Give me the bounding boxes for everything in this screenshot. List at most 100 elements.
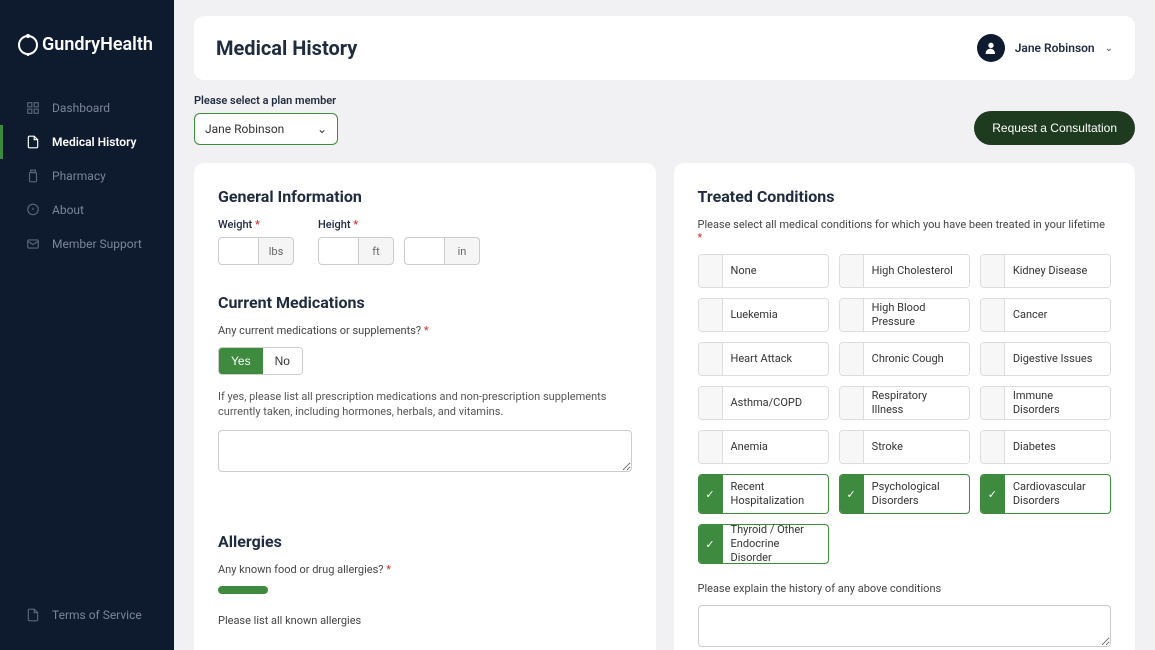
condition-cardiovascular-disorders[interactable]: ✓Cardiovascular Disorders [980, 474, 1111, 514]
right-card: Treated Conditions Please select all med… [674, 163, 1136, 650]
condition-label: Psychological Disorders [864, 480, 969, 509]
weight-group: Weight * lbs [218, 218, 294, 265]
unit-lbs: lbs [258, 237, 294, 265]
main: Medical History Jane Robinson ⌄ Please s… [174, 0, 1155, 650]
height-in-input[interactable] [404, 237, 444, 265]
condition-immune-disorders[interactable]: Immune Disorders [980, 386, 1111, 420]
general-title: General Information [218, 187, 632, 206]
height-label: Height * [318, 218, 480, 231]
condition-recent-hospitalization[interactable]: ✓Recent Hospitalization [698, 474, 829, 514]
conditions-explain-label: Please explain the history of any above … [698, 582, 1112, 595]
condition-asthma-copd[interactable]: Asthma/COPD [698, 386, 829, 420]
condition-label: None [723, 264, 765, 278]
condition-digestive-issues[interactable]: Digestive Issues [980, 342, 1111, 376]
sidebar-footer-link[interactable]: Terms of Service [0, 598, 174, 632]
unit-ft: ft [358, 237, 394, 265]
checkbox-icon [840, 299, 864, 331]
nav-label: About [52, 203, 84, 217]
weight-input[interactable] [218, 237, 258, 265]
checkbox-icon [981, 431, 1005, 463]
user-menu[interactable]: Jane Robinson ⌄ [977, 34, 1113, 62]
height-ft-input[interactable] [318, 237, 358, 265]
logo: GundryHealth [0, 18, 174, 83]
condition-stroke[interactable]: Stroke [839, 430, 970, 464]
sidebar-item-about[interactable]: About [0, 193, 174, 227]
left-card: General Information Weight * lbs Height … [194, 163, 656, 650]
medications-help: If yes, please list all prescription med… [218, 389, 632, 420]
header-card: Medical History Jane Robinson ⌄ [194, 16, 1135, 80]
condition-diabetes[interactable]: Diabetes [980, 430, 1111, 464]
condition-thyroid-other-endocrine-disorder[interactable]: ✓Thyroid / Other Endocrine Disorder [698, 524, 829, 564]
condition-label: Recent Hospitalization [723, 480, 828, 509]
file-icon [26, 135, 40, 149]
checkbox-icon [840, 255, 864, 287]
request-consultation-button[interactable]: Request a Consultation [974, 111, 1135, 145]
user-icon [983, 40, 999, 56]
condition-high-blood-pressure[interactable]: High Blood Pressure [839, 298, 970, 332]
checkbox-icon [840, 387, 864, 419]
condition-kidney-disease[interactable]: Kidney Disease [980, 254, 1111, 288]
sidebar: GundryHealth DashboardMedical History Pha… [0, 0, 174, 650]
condition-label: Diabetes [1005, 440, 1064, 454]
nav-label: Pharmacy [52, 169, 106, 183]
terms-label: Terms of Service [52, 608, 142, 622]
checkbox-icon [699, 343, 723, 375]
member-label: Please select a plan member [194, 94, 338, 107]
conditions-title: Treated Conditions [698, 187, 1112, 206]
allergies-toggle[interactable] [218, 586, 268, 594]
allergies-title: Allergies [218, 532, 632, 551]
chevron-down-icon: ⌄ [1105, 43, 1113, 54]
condition-label: High Blood Pressure [864, 301, 969, 330]
logo-icon [18, 35, 38, 55]
condition-label: Cancer [1005, 308, 1056, 322]
grid-icon [26, 101, 40, 115]
medications-textarea[interactable] [218, 430, 632, 472]
checkbox-icon: ✓ [840, 475, 864, 513]
medications-section: Current Medications Any current medicati… [218, 293, 632, 504]
condition-label: Luekemia [723, 308, 786, 322]
condition-cancer[interactable]: Cancer [980, 298, 1111, 332]
allergies-section: Allergies Any known food or drug allergi… [218, 532, 632, 627]
member-select[interactable]: Jane Robinson ⌄ [194, 113, 338, 145]
sidebar-item-dashboard[interactable]: Dashboard [0, 91, 174, 125]
medications-yes-button[interactable]: Yes [219, 348, 263, 374]
info-icon [26, 203, 40, 217]
condition-label: Chronic Cough [864, 352, 952, 366]
checkbox-icon: ✓ [699, 475, 723, 513]
condition-label: Digestive Issues [1005, 352, 1101, 366]
condition-heart-attack[interactable]: Heart Attack [698, 342, 829, 376]
sub-header: Please select a plan member Jane Robinso… [194, 94, 1135, 145]
condition-anemia[interactable]: Anemia [698, 430, 829, 464]
condition-luekemia[interactable]: Luekemia [698, 298, 829, 332]
checkbox-icon [981, 387, 1005, 419]
condition-psychological-disorders[interactable]: ✓Psychological Disorders [839, 474, 970, 514]
condition-respiratory-illness[interactable]: Respiratory Illness [839, 386, 970, 420]
conditions-textarea[interactable] [698, 605, 1112, 647]
condition-label: Stroke [864, 440, 911, 454]
condition-none[interactable]: None [698, 254, 829, 288]
condition-label: Heart Attack [723, 352, 801, 366]
checkbox-icon: ✓ [981, 475, 1005, 513]
checkbox-icon [981, 299, 1005, 331]
medications-question: Any current medications or supplements? … [218, 324, 632, 337]
allergies-list-label: Please list all known allergies [218, 614, 632, 627]
condition-label: Cardiovascular Disorders [1005, 480, 1110, 509]
sidebar-item-medical-history[interactable]: Medical History [0, 125, 174, 159]
checkbox-icon: ✓ [699, 525, 723, 563]
checkbox-icon [840, 343, 864, 375]
measurements-row: Weight * lbs Height * ft [218, 218, 632, 265]
condition-chronic-cough[interactable]: Chronic Cough [839, 342, 970, 376]
member-selected: Jane Robinson [205, 122, 284, 136]
height-group: Height * ft in [318, 218, 480, 265]
checkbox-icon [981, 255, 1005, 287]
checkbox-icon [840, 431, 864, 463]
conditions-instructions: Please select all medical conditions for… [698, 218, 1112, 244]
condition-high-cholesterol[interactable]: High Cholesterol [839, 254, 970, 288]
condition-label: Kidney Disease [1005, 264, 1095, 278]
document-icon [26, 608, 40, 622]
sidebar-item-pharmacy[interactable]: Pharmacy [0, 159, 174, 193]
sidebar-item-member-support[interactable]: Member Support [0, 227, 174, 261]
avatar [977, 34, 1005, 62]
condition-label: Thyroid / Other Endocrine Disorder [723, 524, 828, 564]
medications-no-button[interactable]: No [263, 348, 302, 374]
